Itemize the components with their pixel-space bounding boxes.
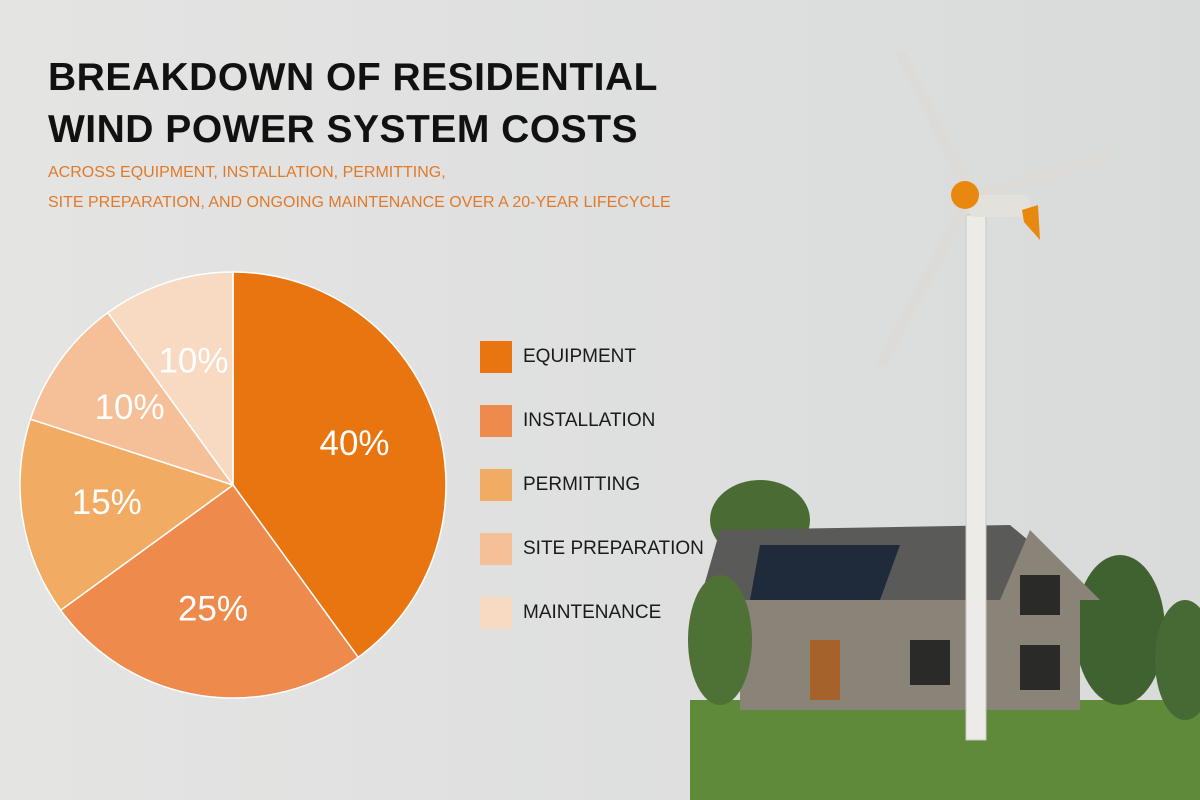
slice-label: 15% — [72, 483, 142, 522]
hub — [951, 181, 979, 209]
legend-label: INSTALLATION — [523, 410, 655, 431]
chart-title: WIND POWER SYSTEM COSTS — [48, 108, 638, 151]
pie-slice — [59, 483, 360, 699]
lawn — [690, 700, 1200, 800]
door — [810, 640, 840, 700]
slice-label: 10% — [158, 342, 228, 381]
slice-label: 10% — [95, 388, 165, 427]
legend-swatch — [480, 341, 512, 373]
legend-swatch — [480, 469, 512, 501]
legend-swatch — [480, 533, 512, 565]
tail — [1022, 205, 1040, 240]
solar-panel — [750, 545, 900, 600]
legend-label: SITE PREPARATION — [523, 538, 704, 559]
legend-label: PERMITTING — [523, 474, 640, 495]
pie-slice — [232, 271, 447, 659]
turbine-tower — [965, 214, 987, 741]
chart-subtitle: SITE PREPARATION, AND ONGOING MAINTENANC… — [48, 194, 671, 211]
legend-swatch — [480, 597, 512, 629]
photo — [688, 52, 1200, 800]
window — [1020, 645, 1060, 690]
slice-label: 40% — [320, 424, 390, 463]
blade — [875, 200, 972, 368]
blade — [896, 52, 972, 188]
tree — [688, 575, 752, 705]
blade — [970, 150, 1112, 202]
window — [1020, 575, 1060, 615]
pie-slice — [19, 418, 235, 612]
legend-swatch — [480, 405, 512, 437]
slice-label: 25% — [178, 589, 248, 628]
legend-label: MAINTENANCE — [523, 602, 661, 623]
chart-title: BREAKDOWN OF RESIDENTIAL — [48, 56, 658, 99]
tree — [1155, 600, 1200, 720]
legend-label: EQUIPMENT — [523, 346, 636, 367]
pie-slice — [29, 311, 235, 487]
nacelle — [968, 195, 1030, 217]
window — [910, 640, 950, 685]
chart-subtitle: ACROSS EQUIPMENT, INSTALLATION, PERMITTI… — [48, 164, 446, 181]
pie-slice — [106, 271, 234, 488]
tree — [1075, 555, 1165, 705]
